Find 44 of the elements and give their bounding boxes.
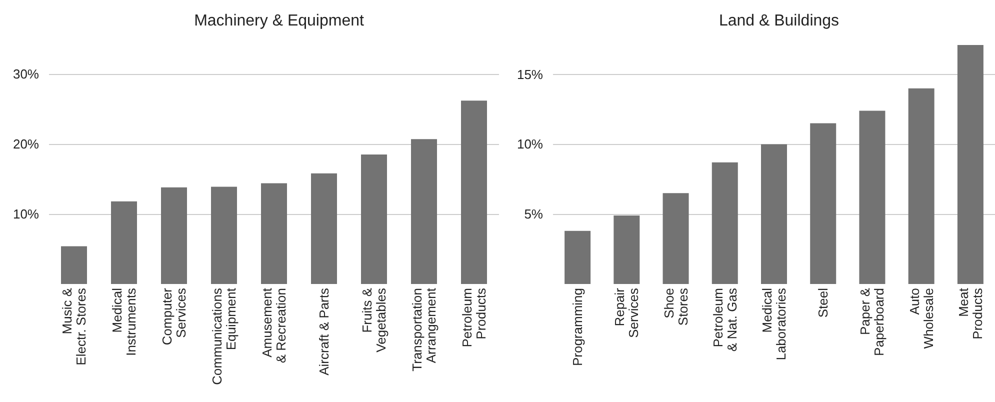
bar [261, 183, 287, 284]
bar [761, 144, 787, 284]
bar [662, 193, 689, 284]
x-tick-label: Steel [816, 288, 831, 318]
bar [361, 154, 387, 284]
chart-title: Machinery & Equipment [194, 12, 364, 30]
x-tick-label: Auto Wholesale [906, 288, 936, 349]
bar [957, 45, 984, 284]
bar [161, 187, 187, 284]
x-tick-label: Meat Products [956, 288, 985, 340]
y-tick-label: 30% [12, 66, 40, 82]
bar [461, 100, 487, 284]
y-tick-label: 15% [516, 66, 544, 82]
x-tick-label: Medical Laboratories [760, 288, 788, 360]
x-tick-label: Fruits & Vegetables [360, 288, 388, 352]
y-tick-label: 5% [524, 206, 544, 222]
x-tick-label: Paper & Paperboard [858, 288, 887, 356]
bar [311, 173, 337, 284]
x-tick-label: Shoe Stores [661, 288, 690, 326]
x-tick-label: Programming [570, 288, 586, 366]
x-tick-label: Computer Services [160, 287, 188, 346]
bar [908, 88, 934, 284]
y-tick-label: 10% [12, 206, 40, 222]
x-tick-label: Medical Instruments [110, 288, 138, 356]
y-tick-label: 10% [516, 136, 544, 152]
x-tick-label: Transportation Arrangement [410, 288, 438, 372]
x-tick-label: Communications Equipment [210, 288, 238, 385]
y-tick-label: 20% [12, 136, 40, 152]
bar [859, 110, 886, 284]
bar [61, 246, 87, 284]
bar [810, 123, 836, 284]
x-tick-label: Petroleum Products [460, 288, 488, 348]
x-tick-label: Petroleum & Nat. Gas [710, 288, 740, 352]
x-tick-label: Aircraft & Parts [316, 288, 332, 376]
bar [564, 230, 591, 284]
bar [111, 201, 137, 284]
x-tick-label: Repair Services [612, 287, 642, 338]
x-tick-label: Music & Electr. Stores [60, 288, 88, 366]
bar [614, 216, 640, 284]
x-tick-label: Amusement & Recreation [260, 288, 288, 364]
bar [411, 139, 437, 284]
chart-title: Land & Buildings [718, 12, 840, 30]
bar [712, 162, 738, 284]
bar [211, 186, 237, 284]
